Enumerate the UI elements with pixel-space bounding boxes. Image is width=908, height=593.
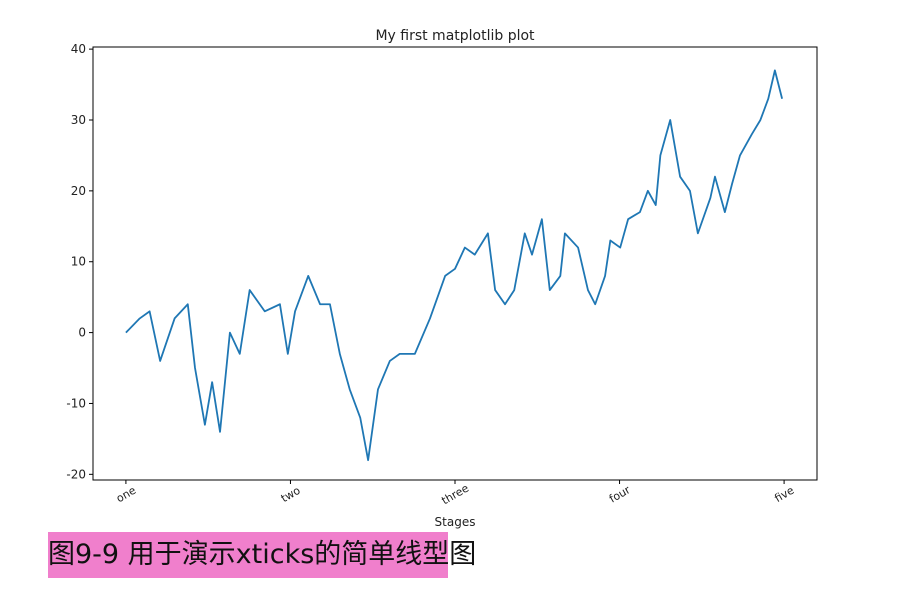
y-tick-label: -20 [66, 467, 86, 481]
y-tick-label: 0 [78, 326, 86, 340]
y-tick-label: 20 [71, 184, 86, 198]
y-tick-label: 40 [71, 42, 86, 56]
chart: My first matplotlib plot Stages -20 -10 0 1… [66, 28, 818, 529]
x-tick-label: three [439, 481, 471, 507]
x-tick-label: one [114, 484, 138, 506]
data-line [125, 69, 783, 462]
y-tick-label: -10 [66, 396, 86, 410]
caption: 图9-9 用于演示xticks的简单线型图 [48, 532, 479, 578]
x-tick-label: five [772, 484, 796, 505]
x-tick-label: two [279, 484, 303, 505]
y-tick-label: 30 [71, 113, 86, 127]
plot-area [92, 46, 818, 481]
x-axis-label: Stages [435, 515, 476, 529]
x-tick-label: four [607, 483, 633, 506]
chart-title: My first matplotlib plot [375, 28, 535, 44]
y-tick-label: 10 [71, 255, 86, 269]
